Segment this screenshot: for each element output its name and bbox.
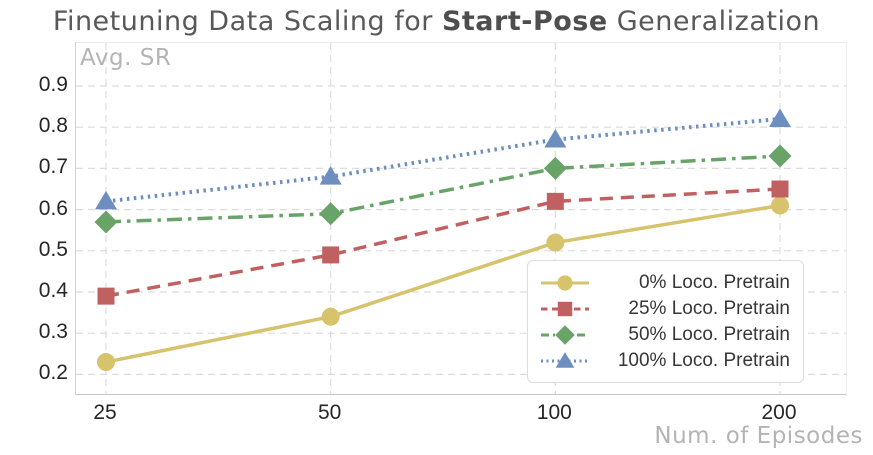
triangle-marker [769, 108, 792, 127]
plot-area [75, 42, 847, 395]
square-marker [557, 301, 573, 317]
y-tick-label: 0.6 [38, 196, 68, 220]
circle-marker [557, 275, 573, 291]
y-axis-label: Avg. SR [80, 45, 172, 71]
y-tick-label: 0.8 [38, 114, 68, 138]
legend-item: 25% Loco. Pretrain [539, 296, 790, 322]
diamond-marker [94, 210, 118, 234]
diamond-marker [319, 202, 343, 226]
series-line [105, 203, 781, 364]
x-tick-label: 25 [93, 401, 117, 424]
legend-label: 100% Loco. Pretrain [617, 350, 790, 371]
legend-item: 100% Loco. Pretrain [539, 348, 790, 374]
chart-title: Finetuning Data Scaling for Start-Pose G… [0, 6, 873, 37]
square-marker [771, 180, 789, 198]
series-25-loco-pretrain [97, 180, 789, 305]
y-tick-label: 0.2 [38, 361, 68, 385]
circle-marker [771, 196, 790, 215]
series-100-loco-pretrain [95, 108, 792, 210]
circle-marker [546, 233, 565, 252]
diamond-marker [768, 144, 792, 168]
legend-sample-triangle [541, 352, 589, 368]
diamond-marker [543, 156, 567, 180]
triangle-marker [544, 129, 567, 148]
x-tick-label: 50 [317, 401, 342, 424]
chart-title-prefix: Finetuning Data Scaling for [52, 6, 442, 37]
legend-sample-diamond [541, 325, 589, 345]
series-line [105, 154, 781, 224]
x-axis-label: Num. of Episodes [654, 423, 863, 449]
square-marker [546, 192, 564, 210]
y-tick-label: 0.7 [38, 155, 68, 179]
x-tick-label: 200 [761, 401, 797, 424]
y-tick-label: 0.4 [38, 279, 68, 302]
triangle-marker [319, 166, 342, 185]
series-line [105, 187, 781, 298]
chart-title-suffix: Generalization [607, 6, 821, 37]
legend-label: 25% Loco. Pretrain [628, 298, 790, 319]
legend: 0% Loco. Pretrain 25% Loco. Pretrain 50% L… [527, 260, 804, 383]
diamond-marker [555, 325, 575, 345]
triangle-marker [555, 352, 575, 368]
series-50-loco-pretrain [94, 144, 792, 234]
triangle-marker [95, 190, 117, 210]
legend-item: 50% Loco. Pretrain [539, 322, 790, 348]
y-tick-label: 0.9 [38, 73, 68, 96]
legend-label: 50% Loco. Pretrain [628, 324, 790, 345]
legend-sample-square [541, 301, 589, 317]
legend-item: 0% Loco. Pretrain [539, 270, 790, 296]
y-tick-label: 0.5 [38, 237, 68, 261]
legend-label: 0% Loco. Pretrain [638, 272, 790, 293]
square-marker [97, 287, 115, 305]
circle-marker [321, 307, 340, 326]
y-tick-label: 0.3 [38, 320, 68, 344]
series-0-loco-pretrain [97, 196, 790, 372]
chart-title-bold-segment: Start-Pose [441, 6, 608, 37]
legend-sample-circle [541, 275, 589, 291]
x-tick-label: 100 [536, 401, 572, 424]
square-marker [322, 246, 340, 264]
circle-marker [97, 353, 115, 372]
series-line [105, 116, 781, 204]
